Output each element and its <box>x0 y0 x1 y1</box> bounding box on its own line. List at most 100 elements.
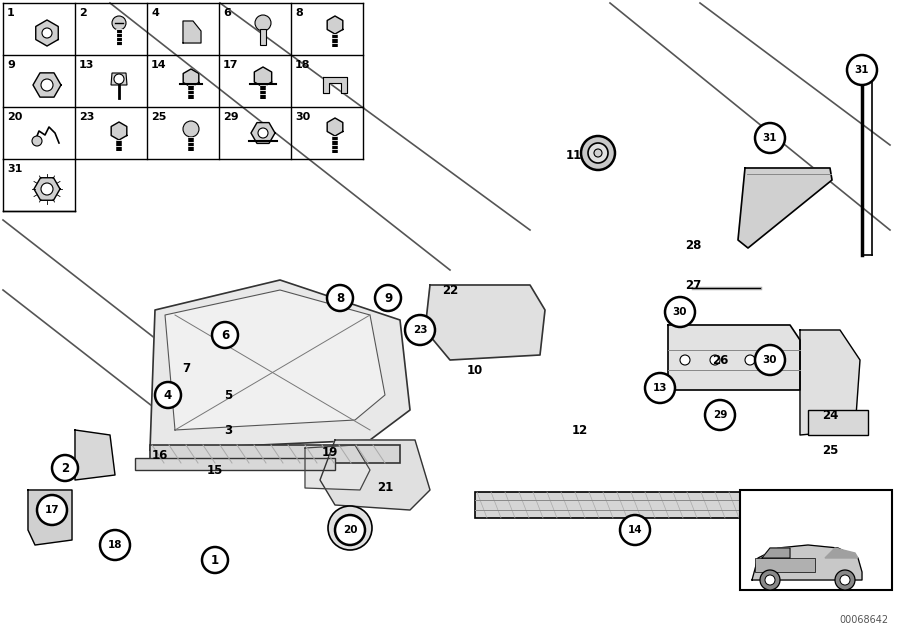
Circle shape <box>581 136 615 170</box>
Polygon shape <box>762 548 790 558</box>
Polygon shape <box>668 325 800 390</box>
Text: 4: 4 <box>164 389 172 401</box>
Polygon shape <box>320 440 430 510</box>
Polygon shape <box>800 330 860 435</box>
Text: 30: 30 <box>673 307 688 317</box>
Text: 9: 9 <box>384 292 392 304</box>
Text: 13: 13 <box>79 60 94 70</box>
Circle shape <box>840 575 850 585</box>
Polygon shape <box>328 118 343 136</box>
Polygon shape <box>165 290 385 430</box>
Text: 18: 18 <box>295 60 310 70</box>
Circle shape <box>835 570 855 590</box>
Text: 19: 19 <box>322 445 338 459</box>
Text: 3: 3 <box>224 424 232 436</box>
Text: 15: 15 <box>207 464 223 476</box>
Text: 8: 8 <box>295 8 302 18</box>
Text: 11: 11 <box>566 148 582 162</box>
Circle shape <box>620 515 650 545</box>
Circle shape <box>680 355 690 365</box>
Circle shape <box>375 285 401 311</box>
Polygon shape <box>184 69 199 87</box>
Polygon shape <box>425 285 545 360</box>
Bar <box>475 492 755 518</box>
Text: 28: 28 <box>685 238 701 252</box>
Polygon shape <box>255 67 272 87</box>
Text: 7: 7 <box>182 362 190 375</box>
Text: 1: 1 <box>211 554 219 566</box>
Text: 31: 31 <box>855 65 869 75</box>
Text: 20: 20 <box>343 525 357 535</box>
Text: 31: 31 <box>763 133 778 143</box>
Bar <box>260 29 266 45</box>
Circle shape <box>705 400 735 430</box>
Polygon shape <box>112 122 127 140</box>
Circle shape <box>594 149 602 157</box>
Circle shape <box>710 355 720 365</box>
Bar <box>135 458 335 470</box>
Circle shape <box>645 373 675 403</box>
Text: 23: 23 <box>413 325 428 335</box>
Text: 25: 25 <box>151 112 166 122</box>
Circle shape <box>745 355 755 365</box>
Circle shape <box>338 516 362 540</box>
Circle shape <box>755 345 785 375</box>
Circle shape <box>755 123 785 153</box>
Text: 12: 12 <box>572 424 588 436</box>
Circle shape <box>42 28 52 38</box>
Circle shape <box>328 506 372 550</box>
Text: 29: 29 <box>223 112 238 122</box>
Text: 25: 25 <box>822 443 838 457</box>
Polygon shape <box>251 122 275 143</box>
Polygon shape <box>738 168 832 248</box>
Text: 24: 24 <box>822 408 838 422</box>
Text: 5: 5 <box>224 389 232 401</box>
Text: 2: 2 <box>79 8 86 18</box>
Bar <box>755 558 815 572</box>
Polygon shape <box>752 545 862 580</box>
Polygon shape <box>305 445 370 490</box>
Bar <box>740 490 892 590</box>
Text: 13: 13 <box>652 383 667 393</box>
Circle shape <box>41 183 53 195</box>
Circle shape <box>41 79 53 91</box>
Bar <box>150 445 400 463</box>
Text: 17: 17 <box>45 505 59 515</box>
Circle shape <box>255 15 271 31</box>
Polygon shape <box>34 178 60 200</box>
Polygon shape <box>183 21 201 43</box>
Polygon shape <box>825 548 858 558</box>
Text: 16: 16 <box>152 448 168 461</box>
Text: 18: 18 <box>108 540 122 550</box>
Polygon shape <box>75 430 115 480</box>
Polygon shape <box>111 73 127 85</box>
Circle shape <box>258 128 268 138</box>
Polygon shape <box>28 490 72 545</box>
Circle shape <box>212 322 238 348</box>
Text: 17: 17 <box>223 60 238 70</box>
Circle shape <box>405 315 435 345</box>
Text: 8: 8 <box>336 292 344 304</box>
Text: 00068642: 00068642 <box>839 615 888 625</box>
Text: 29: 29 <box>713 410 727 420</box>
Bar <box>808 410 868 435</box>
Text: 4: 4 <box>151 8 159 18</box>
Circle shape <box>327 285 353 311</box>
Circle shape <box>155 382 181 408</box>
Circle shape <box>52 455 78 481</box>
Text: 31: 31 <box>7 164 22 174</box>
Circle shape <box>202 547 228 573</box>
Text: 2: 2 <box>61 461 69 475</box>
Circle shape <box>37 495 67 525</box>
Text: 23: 23 <box>79 112 94 122</box>
Circle shape <box>32 136 42 146</box>
Text: 26: 26 <box>712 354 728 366</box>
Circle shape <box>760 570 780 590</box>
Circle shape <box>847 55 877 85</box>
Text: 27: 27 <box>685 278 701 292</box>
Circle shape <box>775 355 785 365</box>
Circle shape <box>765 575 775 585</box>
Text: 22: 22 <box>442 283 458 296</box>
Circle shape <box>100 530 130 560</box>
Polygon shape <box>33 73 61 97</box>
